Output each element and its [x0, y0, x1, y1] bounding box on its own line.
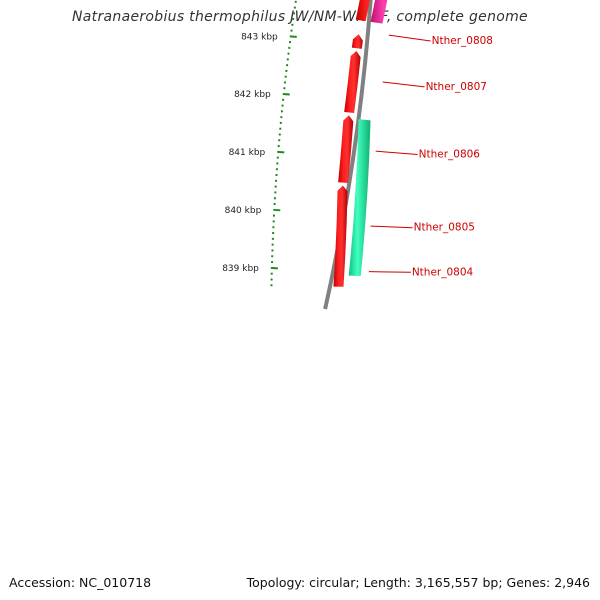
gene-feature[interactable]: [333, 185, 348, 287]
gene-label-leader: [368, 271, 411, 273]
gene-label[interactable]: Nther_0806: [419, 148, 481, 160]
gene-label-leader: [370, 225, 413, 229]
major-tick: [273, 208, 281, 212]
major-tick: [277, 150, 285, 154]
gene-labels: Nther_0804 Nther_0805 Nther_0806 Nther_0807…: [368, 34, 493, 278]
ruler-ticks: [270, 0, 297, 287]
tick-label: 842 kbp: [234, 90, 271, 100]
gene-tracks: [333, 0, 404, 287]
gene-label-leader: [388, 34, 431, 42]
major-tick: [289, 35, 297, 38]
gene-label-leader: [375, 150, 418, 155]
genome-title: Natranaerobius thermophilus JW/NM-WN-LF,…: [72, 9, 528, 25]
gene-feature[interactable]: [355, 0, 386, 22]
topology-text: Topology: circular; Length: 3,165,557 bp…: [246, 575, 590, 590]
gene-label[interactable]: Nther_0808: [432, 35, 493, 47]
gene-feature[interactable]: [344, 51, 361, 114]
major-tick: [282, 93, 290, 96]
accession-text: Accession: NC_010718: [9, 575, 152, 590]
major-tick: [270, 266, 278, 270]
gene-label[interactable]: Nther_0805: [414, 222, 475, 234]
tick-label: 841 kbp: [229, 148, 266, 158]
gene-feature[interactable]: [348, 119, 371, 276]
gene-label[interactable]: Nther_0804: [412, 266, 474, 278]
tick-label: 843 kbp: [241, 32, 278, 42]
gene-feature[interactable]: [338, 115, 354, 183]
tick-label: 840 kbp: [225, 206, 262, 216]
gene-label[interactable]: Nther_0807: [426, 81, 487, 93]
gene-label-leader: [382, 81, 425, 88]
gene-feature[interactable]: [370, 0, 404, 24]
tick-label: 839 kbp: [222, 264, 259, 274]
gene-feature[interactable]: [351, 34, 363, 49]
